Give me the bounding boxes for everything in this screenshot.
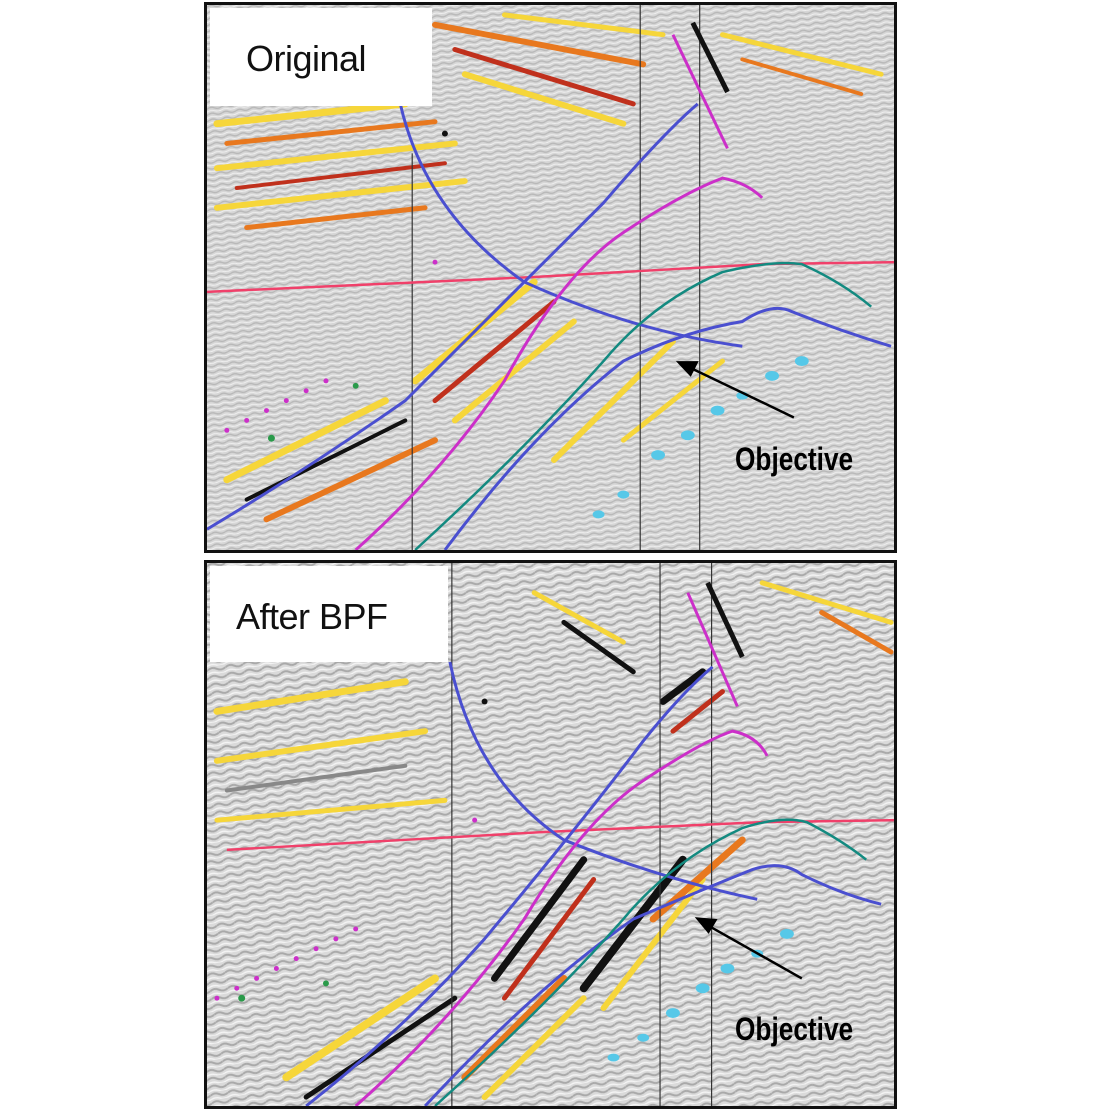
well-dots [224, 130, 448, 442]
objective-callout: Objective [735, 1011, 854, 1047]
panel-label-original: Original [246, 38, 367, 79]
seismic-panel-original: Original Objective [204, 2, 897, 553]
seismic-panel-after-bpf: After BPF Objective [204, 560, 897, 1109]
black-fault [690, 21, 730, 94]
magenta-horizon [354, 729, 769, 1106]
vertical-well-lines [411, 5, 701, 550]
well-dots [214, 698, 488, 1002]
arrow-icon [675, 361, 795, 419]
red-horizon [226, 818, 894, 852]
teal-horizon [434, 818, 868, 1106]
teal-horizon [414, 261, 872, 550]
blue-horizons [207, 102, 892, 550]
magenta-horizon [354, 176, 764, 550]
panel-label-box: Original [210, 8, 432, 106]
black-fault [705, 581, 745, 659]
objective-callout: Objective [735, 441, 854, 477]
amplitude-streaks [213, 580, 894, 1101]
panel-label-after-bpf: After BPF [236, 596, 388, 637]
cyan-well-path [607, 928, 794, 1062]
magenta-fault [686, 592, 739, 708]
arrow-icon [694, 917, 803, 980]
vertical-well-lines [451, 563, 713, 1106]
magenta-fault [671, 34, 729, 150]
panel-label-box: After BPF [210, 566, 448, 662]
blue-horizons [305, 661, 882, 1106]
red-horizon [207, 260, 894, 294]
